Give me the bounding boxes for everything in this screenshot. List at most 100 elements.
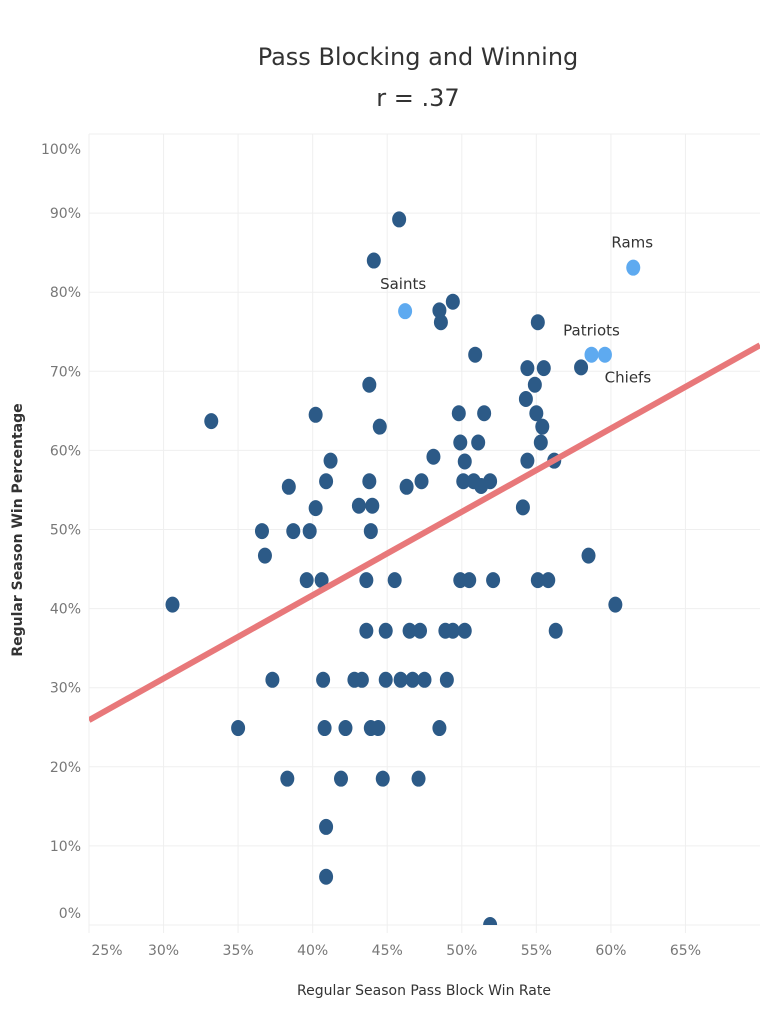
data-point	[451, 405, 466, 422]
data-point	[433, 314, 448, 331]
x-tick-label: 30%	[148, 943, 179, 959]
data-point	[371, 720, 386, 737]
data-point	[530, 314, 545, 331]
data-point	[456, 473, 471, 490]
data-point	[392, 211, 407, 228]
data-point	[457, 453, 472, 470]
data-point	[316, 671, 331, 688]
x-axis-ticks: 25% 30% 35% 40% 45% 50% 55% 60% 65%	[91, 943, 701, 959]
data-point	[405, 671, 420, 688]
data-point	[413, 622, 428, 639]
x-tick-label: 60%	[595, 943, 626, 959]
data-point	[362, 376, 377, 393]
x-tick-label: 35%	[223, 943, 254, 959]
highlighted-point-chiefs	[597, 346, 612, 363]
y-tick-label: 100%	[41, 142, 81, 158]
data-points	[165, 211, 623, 925]
data-point	[529, 405, 544, 422]
data-point	[323, 452, 338, 469]
x-tick-label: 55%	[521, 943, 552, 959]
data-point	[359, 572, 374, 589]
data-point	[432, 720, 447, 737]
data-point	[338, 720, 353, 737]
data-point	[231, 720, 246, 737]
data-point	[483, 473, 498, 490]
data-point	[365, 497, 380, 514]
data-point	[351, 497, 366, 514]
highlighted-point-patriots	[584, 346, 599, 363]
y-tick-label: 0%	[59, 906, 81, 922]
data-point	[483, 917, 498, 925]
data-point	[387, 572, 402, 589]
data-point	[445, 622, 460, 639]
data-point	[439, 671, 454, 688]
trend-line	[89, 342, 760, 723]
data-point	[372, 418, 387, 435]
x-tick-label: 50%	[446, 943, 477, 959]
x-tick-label: 45%	[372, 943, 403, 959]
data-point	[302, 523, 317, 540]
data-point	[608, 596, 623, 613]
chart-title: Pass Blocking and Winning	[258, 43, 579, 71]
team-label-patriots: Patriots	[563, 322, 620, 340]
y-axis-title: Regular Season Win Percentage	[10, 403, 26, 656]
data-point	[530, 572, 545, 589]
y-tick-label: 10%	[50, 839, 81, 855]
data-point	[527, 376, 542, 393]
x-tick-label: 25%	[91, 943, 122, 959]
data-point	[165, 596, 180, 613]
data-point	[399, 478, 414, 495]
data-point	[520, 360, 535, 377]
data-point	[308, 500, 323, 517]
y-tick-label: 90%	[50, 206, 81, 222]
data-point	[359, 622, 374, 639]
y-axis-ticks: 0% 10% 20% 30% 40% 50% 60% 70% 80% 90% 100%	[41, 142, 81, 922]
data-point	[581, 547, 596, 564]
data-point	[378, 622, 393, 639]
data-point	[468, 346, 483, 363]
data-point	[536, 360, 551, 377]
data-point	[257, 547, 272, 564]
highlighted-point-saints	[398, 303, 413, 320]
highlighted-point-rams	[626, 259, 641, 276]
y-tick-label: 70%	[50, 364, 81, 380]
data-point	[362, 473, 377, 490]
data-point	[471, 434, 486, 451]
data-point	[411, 770, 426, 787]
highlighted-points	[398, 259, 641, 363]
team-label-chiefs: Chiefs	[605, 369, 652, 387]
data-point	[354, 671, 369, 688]
data-point	[402, 622, 417, 639]
data-point	[574, 359, 589, 376]
data-point	[457, 622, 472, 639]
data-point	[393, 671, 408, 688]
trend-line-group	[89, 342, 760, 723]
data-point	[366, 252, 381, 269]
y-tick-label: 50%	[50, 523, 81, 539]
y-tick-label: 20%	[50, 760, 81, 776]
data-point	[432, 302, 447, 319]
data-point	[281, 478, 296, 495]
chart-subtitle: r = .37	[376, 84, 459, 112]
data-point	[445, 293, 460, 310]
y-tick-label: 30%	[50, 681, 81, 697]
data-point	[535, 418, 550, 435]
data-point	[518, 390, 533, 407]
x-tick-label: 65%	[670, 943, 701, 959]
data-point	[486, 572, 501, 589]
team-label-rams: Rams	[611, 234, 653, 252]
data-point	[378, 671, 393, 688]
data-point	[541, 572, 556, 589]
y-tick-label: 80%	[50, 285, 81, 301]
y-tick-label: 40%	[50, 602, 81, 618]
data-point	[548, 622, 563, 639]
data-point	[265, 671, 280, 688]
data-point	[317, 720, 332, 737]
data-point	[375, 770, 390, 787]
y-tick-label: 60%	[50, 443, 81, 459]
data-point	[533, 434, 548, 451]
x-axis-title: Regular Season Pass Block Win Rate	[297, 983, 551, 999]
data-point	[319, 868, 334, 885]
data-point	[477, 405, 492, 422]
